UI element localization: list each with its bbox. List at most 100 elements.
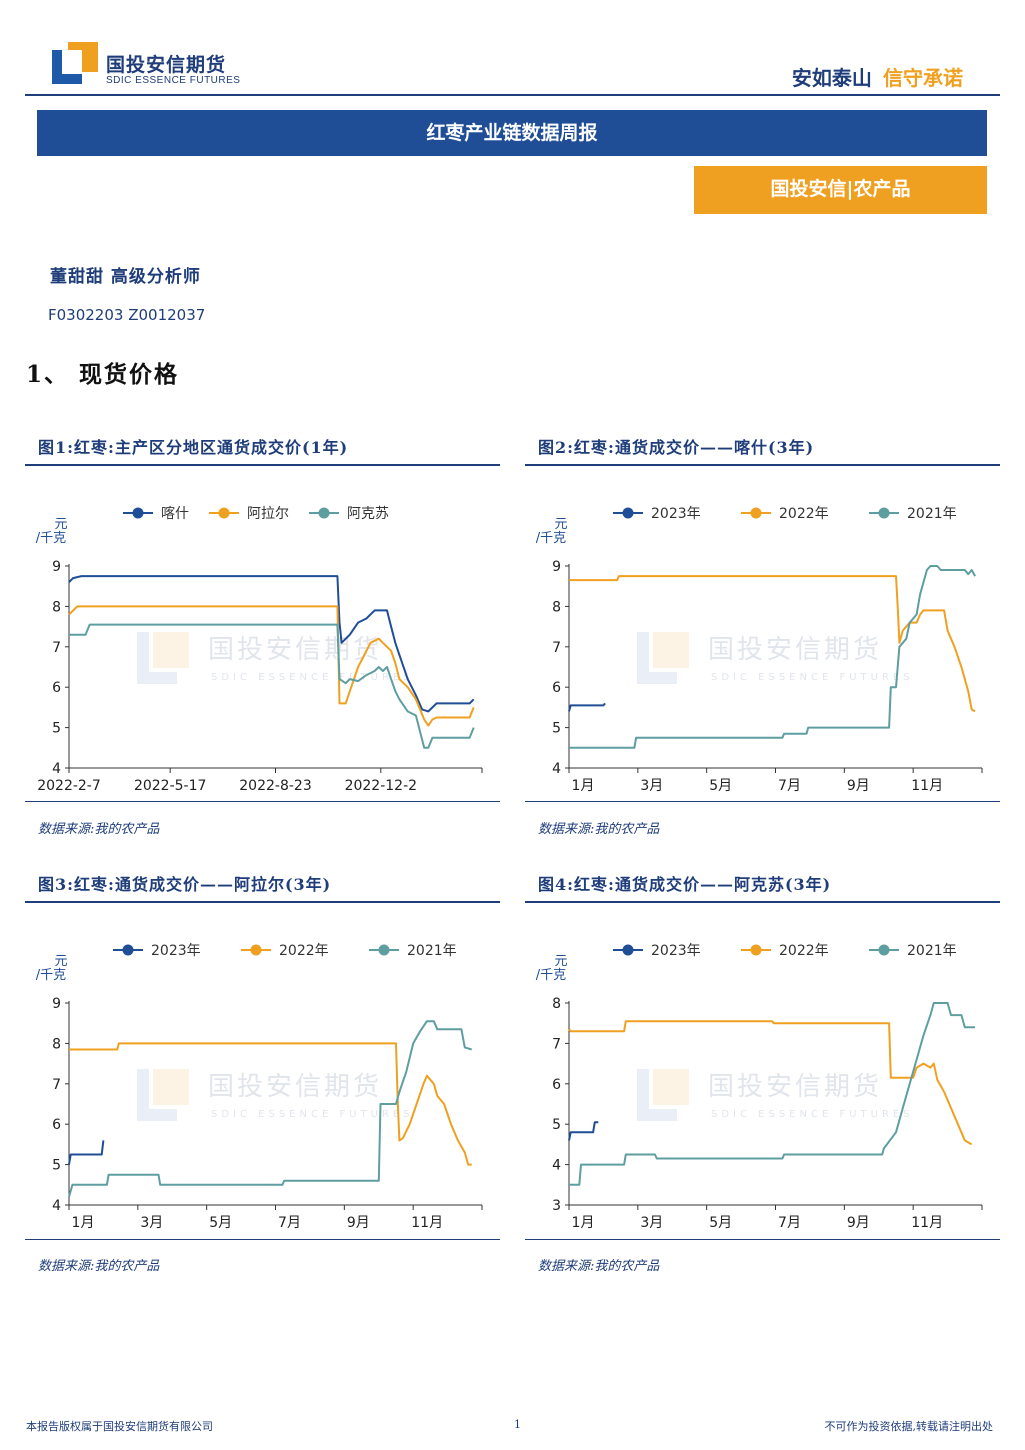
y-tick-label: 6 xyxy=(552,1077,561,1093)
footer-page-number: 1 xyxy=(514,1418,521,1431)
x-tick-label: 2022-2-7 xyxy=(37,778,101,794)
y-tick-label: 8 xyxy=(552,599,561,615)
y-tick-label: 9 xyxy=(552,559,561,575)
report-title-bar: 红枣产业链数据周报 xyxy=(37,110,987,156)
y-tick-label: 7 xyxy=(552,1036,561,1052)
author-codes: F0302203 Z0012037 xyxy=(48,306,206,324)
x-tick-label: 11月 xyxy=(911,1215,943,1231)
figure-1-top-rule xyxy=(25,464,500,466)
figure-1-title: 图1:红枣:主产区分地区通货成交价(1年) xyxy=(38,438,349,457)
x-tick-label: 7月 xyxy=(778,1215,801,1231)
legend-marker-2 xyxy=(878,944,890,956)
legend-marker-0 xyxy=(132,507,144,519)
company-name-en: SDIC ESSENCE FUTURES xyxy=(106,75,241,86)
x-tick-label: 2022-8-23 xyxy=(239,778,311,794)
legend-label-1: 阿拉尔 xyxy=(247,506,289,522)
y-tick-label: 6 xyxy=(52,1117,61,1133)
series-line-1 xyxy=(69,1042,472,1166)
chart-3-svg: 国投安信期货 SDIC ESSENCE FUTURES 元/千克 4 5 6 7 8 9 1月 3月… xyxy=(36,943,483,1231)
watermark-text-cn: 国投安信期货 xyxy=(708,1072,882,1102)
watermark-logo-accent xyxy=(153,1069,189,1105)
legend-label-0: 2023年 xyxy=(651,506,701,522)
watermark-logo-cut xyxy=(649,1069,677,1109)
footer-disclaimer: 不可作为投资依据,转载请注明出处 xyxy=(824,1420,994,1433)
series-line-0 xyxy=(68,575,475,713)
figure-3-top-rule xyxy=(25,901,500,903)
watermark: 国投安信期货 SDIC ESSENCE FUTURES xyxy=(637,1069,910,1121)
y-axis-label-unit: 元 xyxy=(54,517,67,532)
y-axis-label-unit: 元 xyxy=(554,954,567,969)
y-tick-label: 4 xyxy=(52,761,61,777)
header-divider xyxy=(25,94,1000,96)
y-tick-label: 8 xyxy=(552,996,561,1012)
y-tick-label: 8 xyxy=(52,599,61,615)
y-tick-label: 5 xyxy=(52,1158,61,1174)
department-badge: 国投安信|农产品 xyxy=(694,166,987,214)
figure-2-top-rule xyxy=(525,464,1000,466)
x-tick-label: 9月 xyxy=(347,1215,370,1231)
x-tick-label: 1月 xyxy=(72,1215,95,1231)
legend-marker-1 xyxy=(250,944,262,956)
y-axis-label-rest: /千克 xyxy=(536,968,566,983)
x-tick-label: 7月 xyxy=(278,1215,301,1231)
figure-4-top-rule xyxy=(525,901,1000,903)
legend-label-1: 2022年 xyxy=(779,506,829,522)
figure-1-bottom-rule xyxy=(25,801,500,802)
series-line-2 xyxy=(569,565,976,749)
watermark-text-cn: 国投安信期货 xyxy=(708,635,882,665)
chart-legend: 2023年 2022年 2021年 xyxy=(613,506,957,522)
figure-4-bottom-rule xyxy=(525,1239,1000,1240)
watermark-text-en: SDIC ESSENCE FUTURES xyxy=(711,672,914,683)
legend-label-1: 2022年 xyxy=(779,943,829,959)
x-tick-label: 5月 xyxy=(709,778,732,794)
x-tick-label: 11月 xyxy=(411,1215,443,1231)
figure-3-bottom-rule xyxy=(25,1239,500,1240)
x-tick-label: 5月 xyxy=(209,1215,232,1231)
x-tick-label: 1月 xyxy=(572,1215,595,1231)
series-line-0 xyxy=(68,1140,105,1165)
x-tick-label: 11月 xyxy=(911,778,943,794)
chart-legend: 2023年 2022年 2021年 xyxy=(113,943,457,959)
footer-copyright: 本报告版权属于国投安信期货有限公司 xyxy=(26,1420,213,1433)
watermark-logo-block xyxy=(137,632,177,684)
series-line-0 xyxy=(568,702,606,712)
legend-marker-2 xyxy=(878,507,890,519)
y-tick-label: 4 xyxy=(552,761,561,777)
legend-label-0: 2023年 xyxy=(151,943,201,959)
series-line-2 xyxy=(69,623,475,749)
x-tick-label: 3月 xyxy=(140,1215,163,1231)
figure-2-bottom-rule xyxy=(525,801,1000,802)
figure-4-source: 数据来源:我的农产品 xyxy=(538,1259,660,1274)
legend-marker-0 xyxy=(122,944,134,956)
y-tick-label: 8 xyxy=(52,1036,61,1052)
legend-marker-1 xyxy=(218,507,230,519)
chart-legend: 2023年 2022年 2021年 xyxy=(613,943,957,959)
slogan-part1: 安如泰山 xyxy=(791,66,872,90)
watermark: 国投安信期货 SDIC ESSENCE FUTURES xyxy=(137,632,414,684)
watermark-text-en: SDIC ESSENCE FUTURES xyxy=(211,672,414,683)
legend-marker-0 xyxy=(622,944,634,956)
y-axis-label-rest: /千克 xyxy=(536,531,566,546)
y-axis-label-unit: 元 xyxy=(54,954,67,969)
watermark-logo-accent xyxy=(153,632,189,668)
legend-marker-2 xyxy=(378,944,390,956)
y-tick-label: 9 xyxy=(52,559,61,575)
y-tick-label: 6 xyxy=(52,680,61,696)
y-axis-label-rest: /千克 xyxy=(36,531,66,546)
series-line-1 xyxy=(569,575,976,713)
figure-1-source: 数据来源:我的农产品 xyxy=(38,822,160,837)
figure-3-source: 数据来源:我的农产品 xyxy=(38,1259,160,1274)
chart-2-svg: 国投安信期货 SDIC ESSENCE FUTURES 元/千克 4 5 6 7 8 9 1月 3月… xyxy=(536,506,983,794)
watermark-logo-block xyxy=(137,1069,177,1121)
chart-4-svg: 国投安信期货 SDIC ESSENCE FUTURES 元/千克 3 4 5 6 7 8 1月 3月… xyxy=(536,943,983,1231)
series-line-1 xyxy=(68,605,475,727)
company-name-cn: 国投安信期货 xyxy=(106,54,227,76)
watermark: 国投安信期货 SDIC ESSENCE FUTURES xyxy=(137,1069,414,1121)
series-line-1 xyxy=(568,1020,973,1146)
legend-label-2: 2021年 xyxy=(907,943,957,959)
series-line-2 xyxy=(569,1002,976,1186)
figure-4-title: 图4:红枣:通货成交价——阿克苏(3年) xyxy=(538,875,832,894)
watermark-logo-block xyxy=(637,632,677,684)
watermark-logo-cut xyxy=(149,1069,177,1109)
watermark-text-en: SDIC ESSENCE FUTURES xyxy=(211,1109,414,1120)
